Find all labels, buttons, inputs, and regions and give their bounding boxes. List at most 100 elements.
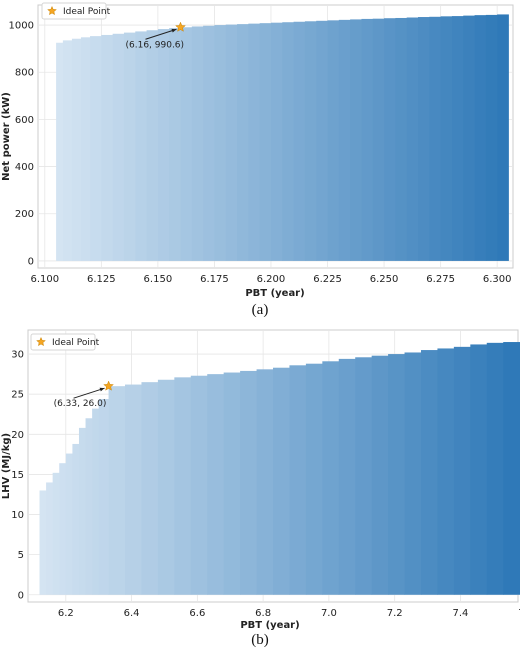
area-bar (289, 365, 307, 595)
x-tick-label: 6.300 (483, 274, 512, 285)
annotation-label: (6.16, 990.6) (126, 40, 185, 50)
y-tick-label: 0 (28, 256, 34, 267)
area-bar (497, 14, 509, 261)
area-bar (338, 19, 351, 261)
area-bar (485, 14, 498, 261)
area-bar (146, 30, 159, 261)
y-tick-label: 25 (11, 390, 24, 401)
y-tick-label: 800 (15, 68, 34, 79)
area-bar (62, 40, 73, 261)
area-bar (101, 34, 114, 261)
area-bar (46, 482, 54, 595)
area-bar (406, 17, 419, 261)
area-bars (39, 342, 520, 595)
area-bar (180, 27, 193, 261)
area-bar (453, 346, 471, 595)
y-tick-label: 600 (15, 115, 34, 126)
area-bar (420, 350, 438, 595)
area-bars (56, 14, 509, 261)
x-tick-label: 6.150 (144, 274, 173, 285)
y-tick-label: 10 (11, 510, 24, 521)
x-tick-label: 6.125 (87, 274, 116, 285)
annotation-arrow (145, 28, 177, 40)
area-bar (72, 443, 80, 595)
area-bar (451, 16, 464, 261)
x-tick-label: 6.275 (426, 274, 455, 285)
area-bar (123, 32, 136, 261)
ideal-point-annotation: (6.33, 26.0) (54, 380, 114, 409)
x-tick-label: 7.6 (518, 608, 520, 619)
area-bar (371, 355, 389, 595)
area-bar (270, 22, 283, 261)
area-bar (240, 370, 257, 595)
x-axis-label: PBT (year) (240, 620, 299, 631)
chart-b: 6.2 6.4 6.6 6.8 7.0 7.2 7.4 7.6 0 5 10 15 20 25 30 (6… (1, 329, 520, 648)
area-bar (304, 21, 317, 261)
area-bar (474, 15, 487, 261)
area-bar (322, 361, 340, 595)
x-tick-label: 6.250 (370, 274, 399, 285)
legend-label: Ideal Point (63, 7, 111, 17)
x-tick-labels: 6.100 6.125 6.150 6.175 6.200 6.225 6.250 6.275… (30, 274, 511, 285)
area-bar (418, 17, 430, 261)
area-bar (223, 372, 241, 595)
legend: Ideal Point (41, 2, 111, 20)
y-tick-label: 20 (11, 430, 24, 441)
area-bar (395, 17, 408, 261)
area-bar (463, 15, 475, 261)
y-tick-label: 5 (18, 550, 24, 561)
area-bar (207, 374, 225, 595)
area-bar (361, 18, 374, 261)
area-bar (350, 19, 362, 261)
y-tick-label: 1000 (9, 21, 34, 32)
area-bar (237, 24, 249, 261)
area-bar (59, 463, 67, 595)
area-bar (169, 28, 181, 261)
x-tick-label: 6.200 (257, 274, 286, 285)
y-tick-label: 30 (11, 350, 24, 361)
area-bar (157, 29, 170, 261)
area-bar (108, 386, 126, 595)
area-bar (273, 367, 290, 595)
y-tick-label: 400 (15, 162, 34, 173)
area-bar (80, 37, 91, 261)
y-tick-label: 15 (11, 470, 24, 481)
area-bar (135, 31, 147, 261)
area-bar (282, 22, 294, 261)
ideal-point-annotation: (6.16, 990.6) (126, 21, 186, 50)
legend-label: Ideal Point (52, 338, 100, 348)
area-bar (98, 399, 109, 595)
annotation-arrow (73, 387, 105, 399)
y-tick-labels: 0 5 10 15 20 25 30 (11, 350, 24, 602)
area-bar (174, 377, 192, 595)
x-tick-label: 6.4 (124, 608, 140, 619)
area-bar (327, 20, 340, 261)
y-tick-label: 0 (18, 590, 24, 601)
area-bar (78, 427, 86, 595)
area-bar (141, 382, 159, 595)
area-bar (214, 25, 227, 261)
area-bar (259, 23, 272, 261)
legend: Ideal Point (30, 333, 100, 351)
area-bar (225, 24, 238, 261)
area-bar (486, 342, 504, 595)
area-bar (305, 363, 323, 595)
area-bar (191, 26, 204, 261)
area-bar (248, 23, 261, 261)
area-bar (384, 18, 396, 261)
area-bar (203, 25, 215, 261)
x-tick-label: 6.2 (58, 608, 74, 619)
area-bar (65, 453, 73, 595)
area-bar (190, 375, 208, 595)
area-bar (71, 38, 82, 261)
area-bar (372, 18, 385, 261)
annotation-arrowhead (171, 28, 177, 33)
area-bar (440, 16, 453, 261)
x-tick-labels: 6.2 6.4 6.6 6.8 7.0 7.2 7.4 7.6 (58, 608, 520, 619)
area-bar (112, 33, 125, 261)
annotation-label: (6.33, 26.0) (54, 399, 107, 409)
ideal-point-star-icon (103, 380, 114, 391)
x-tick-label: 7.0 (321, 608, 337, 619)
x-tick-label: 6.225 (313, 274, 342, 285)
area-bar (125, 384, 142, 595)
